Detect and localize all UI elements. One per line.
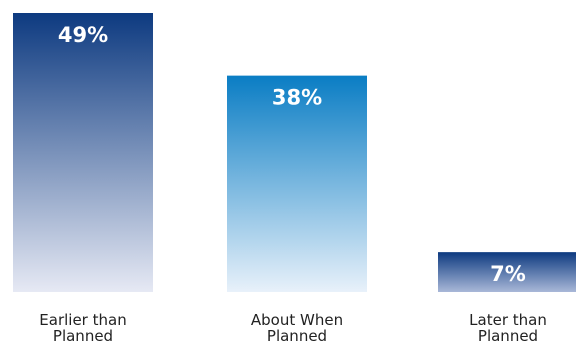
category-label-line: Earlier than: [39, 311, 126, 329]
category-label-1: Earlier than Planned: [39, 311, 126, 345]
category-label-line: Planned: [53, 327, 113, 345]
bar-2: [227, 75, 367, 292]
bars-layer: [13, 13, 576, 292]
data-label-2: 38%: [272, 86, 322, 110]
data-label-1: 49%: [58, 23, 108, 47]
bar-3: [438, 252, 576, 292]
category-label-line: Later than: [469, 311, 547, 329]
category-label-line: Planned: [478, 327, 538, 345]
bar-1: [13, 13, 153, 292]
category-label-3: Later than Planned: [469, 311, 547, 345]
category-label-line: Planned: [267, 327, 327, 345]
category-label-line: About When: [251, 311, 343, 329]
labels-layer: 49% 38% 7%: [58, 23, 526, 286]
category-label-2: About When Planned: [251, 311, 343, 345]
data-label-3: 7%: [490, 262, 526, 286]
